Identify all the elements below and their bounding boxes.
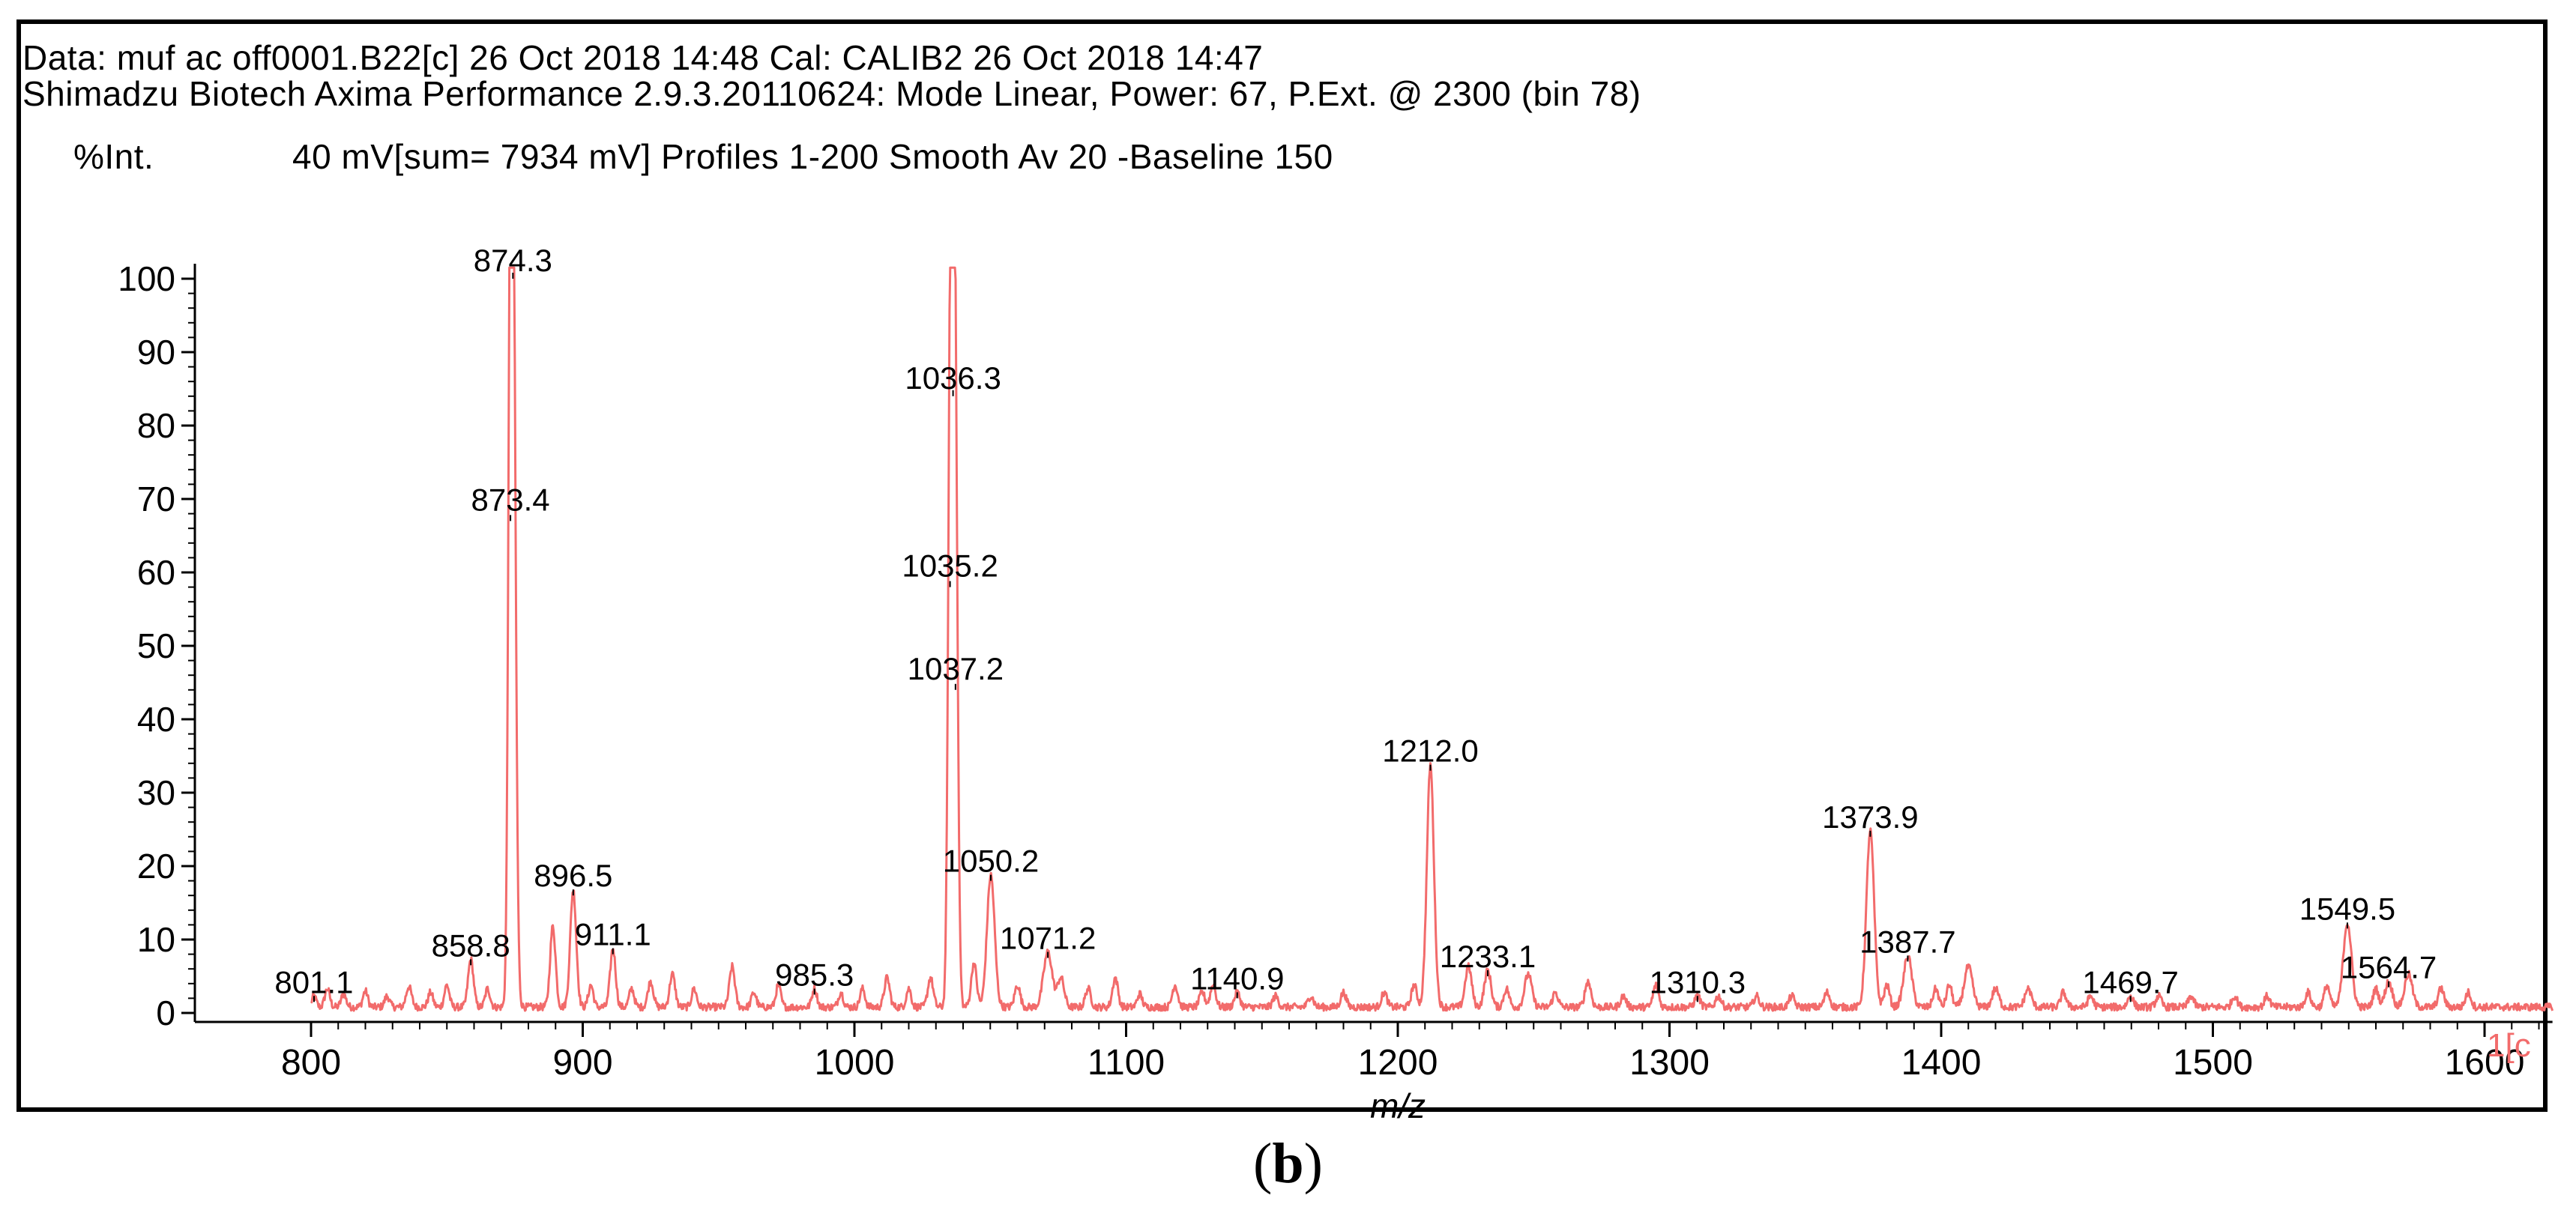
- x-tick-label: 800: [281, 1043, 341, 1083]
- caption-open-paren: (: [1253, 1132, 1273, 1195]
- peak-label: 1469.7: [2082, 964, 2178, 999]
- peak-label: 1140.9: [1190, 961, 1284, 996]
- figure-caption: (b): [0, 1131, 2576, 1197]
- x-tick-label: 1100: [1088, 1043, 1165, 1083]
- y-tick-label: 100: [118, 259, 175, 298]
- peak-label: 801.1: [274, 964, 353, 999]
- chart-frame: [16, 19, 2548, 1112]
- peak-label: 1387.7: [1859, 924, 1955, 959]
- y-tick-label: 90: [137, 333, 175, 372]
- y-tick-label: 0: [156, 993, 175, 1032]
- x-tick-label: 1400: [1901, 1043, 1982, 1083]
- x-tick-label: 1200: [1358, 1043, 1438, 1083]
- peak-label: 1310.3: [1650, 964, 1746, 999]
- peak-label: 873.4: [471, 482, 550, 517]
- y-tick-label: 50: [137, 626, 175, 665]
- y-axis-unit-label: %Int.: [73, 137, 154, 176]
- peak-label: 1233.1: [1440, 939, 1536, 974]
- peak-label: 1549.5: [2299, 891, 2395, 926]
- peak-label: 1564.7: [2341, 950, 2437, 985]
- y-tick-label: 30: [137, 773, 175, 812]
- x-tick-label: 1600: [2445, 1043, 2525, 1083]
- y-tick-label: 10: [137, 920, 175, 959]
- y-tick-label: 60: [137, 553, 175, 592]
- x-tick-label: 1500: [2173, 1043, 2253, 1083]
- y-tick-label: 20: [137, 847, 175, 886]
- axis-edge-label: 1[c: [2487, 1027, 2531, 1064]
- instrument-info: Shimadzu Biotech Axima Performance 2.9.3…: [22, 74, 1641, 113]
- spectrum-line: [310, 266, 2554, 1012]
- peak-label: 1035.2: [902, 548, 998, 584]
- x-tick-label: 1300: [1629, 1043, 1710, 1083]
- caption-letter: b: [1272, 1132, 1304, 1195]
- y-tick-label: 80: [137, 406, 175, 445]
- acquisition-info: 40 mV[sum= 7934 mV] Profiles 1-200 Smoot…: [292, 137, 1333, 176]
- y-tick-label: 70: [137, 480, 175, 518]
- y-tick-label: 40: [137, 700, 175, 739]
- peak-label: 1212.0: [1382, 733, 1478, 769]
- caption-close-paren: ): [1303, 1132, 1323, 1195]
- x-tick-label: 900: [552, 1043, 612, 1083]
- x-axis-label: m/z: [1370, 1086, 1426, 1125]
- peak-label: 985.3: [775, 958, 854, 993]
- peak-label: 1037.2: [908, 651, 1004, 686]
- data-file-info: Data: muf ac off0001.B22[c] 26 Oct 2018 …: [22, 38, 1264, 77]
- peak-label: 1373.9: [1822, 799, 1918, 835]
- peak-label: 1050.2: [943, 844, 1039, 879]
- x-tick-label: 1000: [815, 1043, 895, 1083]
- peak-label: 874.3: [474, 243, 552, 278]
- peak-label: 1071.2: [1000, 921, 1096, 956]
- peak-label: 1036.3: [905, 360, 1001, 396]
- peak-label: 911.1: [575, 917, 651, 952]
- peak-label: 858.8: [432, 928, 510, 963]
- peak-label: 896.5: [534, 858, 612, 893]
